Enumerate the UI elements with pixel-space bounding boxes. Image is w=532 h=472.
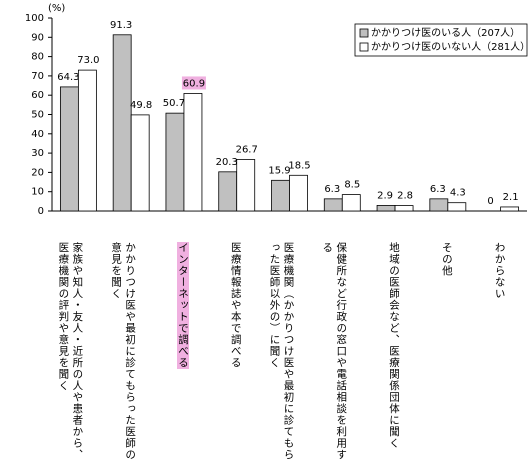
y-tick-label: 100 — [25, 13, 44, 24]
x-tick-label: わからない — [493, 242, 506, 300]
x-tick-label: かかりつけ医や最初に診てもらった医師の意見を聞く — [110, 242, 137, 461]
bar — [218, 171, 238, 212]
bar — [323, 198, 343, 212]
x-tick-label: 家族や知人・友人・近所の人や患者から、医療機関の評判や意見を聞く — [57, 242, 84, 461]
y-tick-label: 70 — [31, 71, 44, 82]
y-axis-label: (%) — [48, 3, 65, 14]
y-tick-label: 20 — [31, 167, 44, 178]
value-label: 26.7 — [236, 144, 258, 155]
bar — [394, 205, 414, 212]
value-label: 2.9 — [377, 190, 393, 201]
y-tick-label: 10 — [31, 187, 44, 198]
legend-box — [354, 23, 528, 57]
value-label: 4.3 — [450, 188, 466, 199]
value-label-highlight — [181, 76, 206, 90]
value-label: 2.8 — [397, 191, 413, 202]
legend-label: かかりつけ医のいない人（281人） — [371, 41, 530, 53]
bar — [165, 112, 185, 212]
x-tick-label-box: インターネットで調べる — [176, 242, 190, 468]
y-tick-label: 0 — [38, 206, 44, 217]
value-label: 60.9 — [183, 78, 205, 89]
x-tick-label-box: かかりつけ医や最初に診てもらった医師の意見を聞く — [109, 242, 137, 468]
bar — [183, 93, 203, 212]
value-label: 50.7 — [163, 98, 185, 109]
value-label: 73.0 — [77, 55, 99, 66]
bar — [376, 205, 396, 212]
bar — [429, 198, 449, 212]
bar — [289, 174, 308, 212]
x-tick-label: 医療情報誌や本で調べる — [229, 242, 242, 369]
value-label: 91.3 — [110, 20, 132, 31]
y-tick-label: 50 — [31, 110, 44, 121]
value-label: 2.1 — [503, 192, 519, 203]
value-label: 6.3 — [430, 184, 446, 195]
legend-label: かかりつけ医のいる人（207人） — [371, 27, 520, 39]
value-label: 64.3 — [57, 72, 79, 83]
x-tick-label-box: 医療機関（かかりつけ医や最初に診てもらった医師以外の）に聞く — [268, 242, 296, 468]
value-label: 8.5 — [344, 180, 360, 191]
value-label: 0 — [487, 196, 493, 207]
value-label: 6.3 — [324, 184, 340, 195]
bar — [130, 114, 150, 212]
value-label: 15.9 — [268, 165, 290, 176]
x-tick-label-box: 医療情報誌や本で調べる — [229, 242, 243, 468]
y-tick-label: 80 — [31, 52, 44, 63]
x-tick-label: 地域の医師会など、医療関係団体に聞く — [388, 242, 401, 449]
bar — [271, 179, 290, 212]
y-tick-label: 90 — [31, 32, 44, 43]
y-tick-label: 30 — [31, 148, 44, 159]
bar — [500, 206, 520, 212]
x-tick-label-box: その他 — [440, 242, 454, 468]
x-tick-label-box: わからない — [493, 242, 507, 468]
x-tick-label-box: 保健所など行政の窓口や電話相談を利用する — [320, 242, 348, 468]
value-label: 18.5 — [288, 160, 310, 171]
y-tick-label: 40 — [31, 129, 44, 140]
bar — [77, 69, 97, 212]
x-tick-label: 保健所など行政の窓口や電話相談を利用する — [321, 242, 348, 461]
bar — [236, 159, 256, 212]
x-tick-label-box: 家族や知人・友人・近所の人や患者から、医療機関の評判や意見を聞く — [56, 242, 84, 468]
x-tick-label-box: 地域の医師会など、医療関係団体に聞く — [387, 242, 401, 468]
x-tick-label: その他 — [440, 242, 453, 277]
bar — [59, 86, 79, 212]
bar — [447, 202, 467, 212]
legend-swatch — [359, 42, 369, 52]
value-label: 49.8 — [130, 100, 152, 111]
bar — [112, 34, 132, 212]
bar — [341, 194, 361, 212]
y-tick-label: 60 — [31, 90, 44, 101]
x-tick-label: 医療機関（かかりつけ医や最初に診てもらった医師以外の）に聞く — [268, 242, 295, 461]
value-label: 20.3 — [216, 157, 238, 168]
legend-swatch — [359, 28, 369, 38]
x-tick-label: インターネットで調べる — [176, 242, 189, 369]
